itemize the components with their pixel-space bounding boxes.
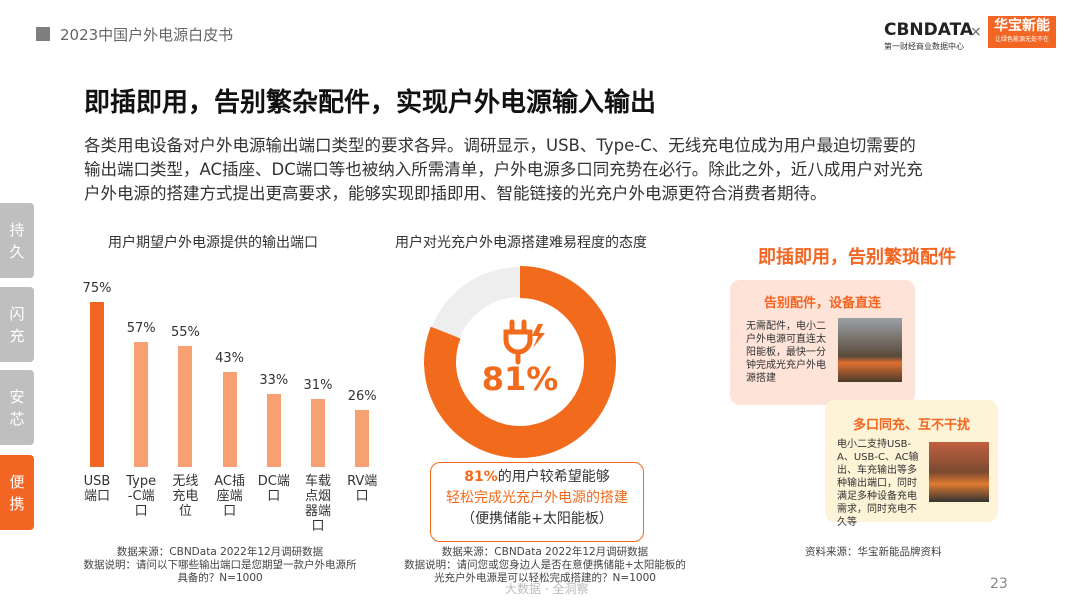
source-line: 数据来源：CBNData 2022年12月调研数据 (116, 546, 324, 558)
panel-heading: 即插即用，告别繁琐配件 (758, 247, 956, 268)
source-line: 具备的？N=1000 (177, 572, 263, 584)
logo-right: 华宝新能 (994, 18, 1050, 34)
card-image (929, 442, 989, 502)
card: 多口同充、互不干扰 电小二支持USB-A、USB-C、AC输出、车充输出等多种输… (825, 400, 998, 528)
callout-line: （便携储能+太阳能板） (461, 511, 613, 527)
callout: 81%的用户较希望能够 轻松完成光充户外电源的搭建 （便携储能+太阳能板） (430, 462, 644, 542)
bolt-icon (532, 324, 545, 348)
source-line: 数据说明：请问您或您身边人是否在意便携储能+太阳能板的 (404, 559, 686, 571)
header-title: 2023中国户外电源白皮书 (60, 26, 234, 44)
logo-right-sub: 让绿色能源无处不在 (994, 36, 1049, 43)
x-tick-label: 车载 点烟 器端 口 (304, 474, 331, 534)
side-tab: 持 久 (0, 203, 34, 278)
donut-label: 81% (482, 360, 559, 398)
source: 数据来源：CBNData 2022年12月调研数据 数据说明：请问您或您身边人是否… (395, 546, 695, 585)
side-tab: 安 芯 (0, 370, 34, 445)
bar (266, 394, 281, 467)
card-title: 多口同充、互不干扰 (852, 418, 970, 433)
logo-box: 华宝新能 让绿色能源无处不在 (988, 16, 1056, 48)
source: 数据来源：CBNData 2022年12月调研数据 数据说明：请问以下哪些输出端口… (70, 546, 370, 585)
side-tab: 便 携 (0, 455, 34, 530)
logo: CBNDATA (884, 20, 974, 40)
callout-highlight: 81% (464, 469, 498, 485)
watermark: 大数据 · 全洞察 (505, 582, 589, 596)
bar (311, 398, 325, 467)
paragraph-line: 各类用电设备对户外电源输出端口类型的要求各异。调研显示，USB、Type-C、无… (84, 136, 916, 155)
source-line: 光充户外电源是可以轻松完成搭建的？N=1000 (434, 572, 656, 584)
card: 告别配件，设备直连 无需配件，电小二户外电源可直连太阳能板，最快一分钟完成光充户… (730, 280, 915, 405)
bar (90, 302, 104, 467)
title: 即插即用，告别繁杂配件，实现户外电源输入输出 (84, 88, 657, 118)
x-tick-label: AC插 座端 口 (214, 474, 245, 519)
bar (134, 341, 149, 467)
value-label: 26% (347, 388, 377, 404)
bar (355, 409, 370, 467)
bar (178, 346, 193, 467)
chart-title: 用户期望户外电源提供的输出端口 (108, 235, 318, 251)
value-label: 43% (215, 351, 245, 367)
callout-line: 81%的用户较希望能够 (431, 467, 643, 488)
x-tick-label: Type -C端 口 (126, 474, 157, 519)
paragraph-line: 输出端口类型，AC插座、DC端口等也被纳入所需清单，户外电源多口同充势在必行。除… (84, 160, 923, 179)
donut-chart: 81% (424, 266, 616, 458)
card-image (838, 318, 902, 382)
card-text: 无需配件，电小二户外电源可直连太阳能板，最快一分钟完成光充户外电源搭建 (746, 321, 826, 384)
value-label: 31% (303, 377, 333, 393)
plug-icon (503, 319, 533, 365)
source-line: 数据来源：CBNData 2022年12月调研数据 (441, 546, 649, 558)
value-label: 33% (259, 373, 289, 389)
source-line: 数据说明：请问以下哪些输出端口是您期望一款户外电源所 (83, 559, 357, 571)
value-label: 55% (170, 325, 200, 340)
x-tick-label: USB 端口 (83, 474, 111, 504)
x-tick-label: 无线 充电 位 (172, 474, 199, 519)
callout-line: 轻松完成光充户外电源的搭建 (446, 490, 628, 506)
card-title: 告别配件，设备直连 (763, 296, 881, 311)
times: × (970, 24, 982, 40)
page-number: 23 (990, 576, 1008, 592)
bar (222, 372, 237, 467)
value-label: 75% (82, 281, 112, 296)
x-tick-label: DC端 口 (257, 474, 290, 504)
source: 资料来源：华宝新能品牌资料 (805, 546, 942, 558)
x-tick-label: RV端 口 (347, 474, 378, 504)
logo-sub: 第一财经商业数据中心 (884, 42, 964, 51)
card-text: 电小二支持USB-A、USB-C、AC输出、车充输出等多种输出端口，同时满足多种… (837, 439, 919, 528)
paragraph: 各类用电设备对户外电源输出端口类型的要求各异。调研显示，USB、Type-C、无… (84, 134, 923, 206)
value-label: 57% (126, 320, 156, 336)
chart-title: 用户对光充户外电源搭建难易程度的态度 (395, 235, 647, 251)
donut-arc (424, 266, 616, 458)
side-tab: 闪 充 (0, 287, 34, 362)
paragraph-line: 户外电源的搭建方式提出更高要求，能够实现即插即用、智能链接的光充户外电源更符合消… (84, 184, 827, 203)
callout-text: 的用户较希望能够 (497, 469, 610, 485)
header-mark (36, 27, 50, 41)
